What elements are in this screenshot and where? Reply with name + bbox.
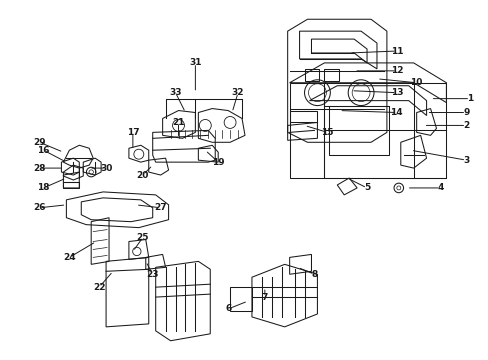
Text: 1: 1 — [466, 94, 472, 103]
Text: 7: 7 — [261, 293, 267, 302]
Text: 12: 12 — [390, 66, 402, 75]
Text: 30: 30 — [100, 163, 112, 172]
Text: 8: 8 — [311, 270, 317, 279]
Text: 3: 3 — [462, 156, 468, 165]
Text: 33: 33 — [169, 88, 182, 97]
Text: 24: 24 — [63, 253, 76, 262]
Text: 19: 19 — [211, 158, 224, 167]
Text: 18: 18 — [37, 184, 50, 193]
Text: 28: 28 — [33, 163, 46, 172]
Text: 5: 5 — [363, 184, 369, 193]
Text: 6: 6 — [224, 305, 231, 314]
Text: 32: 32 — [231, 88, 244, 97]
Text: 10: 10 — [409, 78, 422, 87]
Text: 13: 13 — [390, 88, 402, 97]
Text: 31: 31 — [189, 58, 201, 67]
Text: 11: 11 — [390, 46, 402, 55]
Text: 20: 20 — [136, 171, 149, 180]
Text: 29: 29 — [33, 138, 46, 147]
Text: 25: 25 — [136, 233, 149, 242]
Text: 27: 27 — [154, 203, 166, 212]
Text: 15: 15 — [321, 128, 333, 137]
Text: 14: 14 — [390, 108, 402, 117]
Text: 17: 17 — [126, 128, 139, 137]
Text: 9: 9 — [462, 108, 468, 117]
Text: 21: 21 — [172, 118, 184, 127]
Text: 22: 22 — [93, 283, 105, 292]
Text: 2: 2 — [462, 121, 468, 130]
Text: 16: 16 — [37, 146, 50, 155]
Text: 26: 26 — [33, 203, 46, 212]
Text: 4: 4 — [436, 184, 443, 193]
Text: 23: 23 — [146, 270, 159, 279]
